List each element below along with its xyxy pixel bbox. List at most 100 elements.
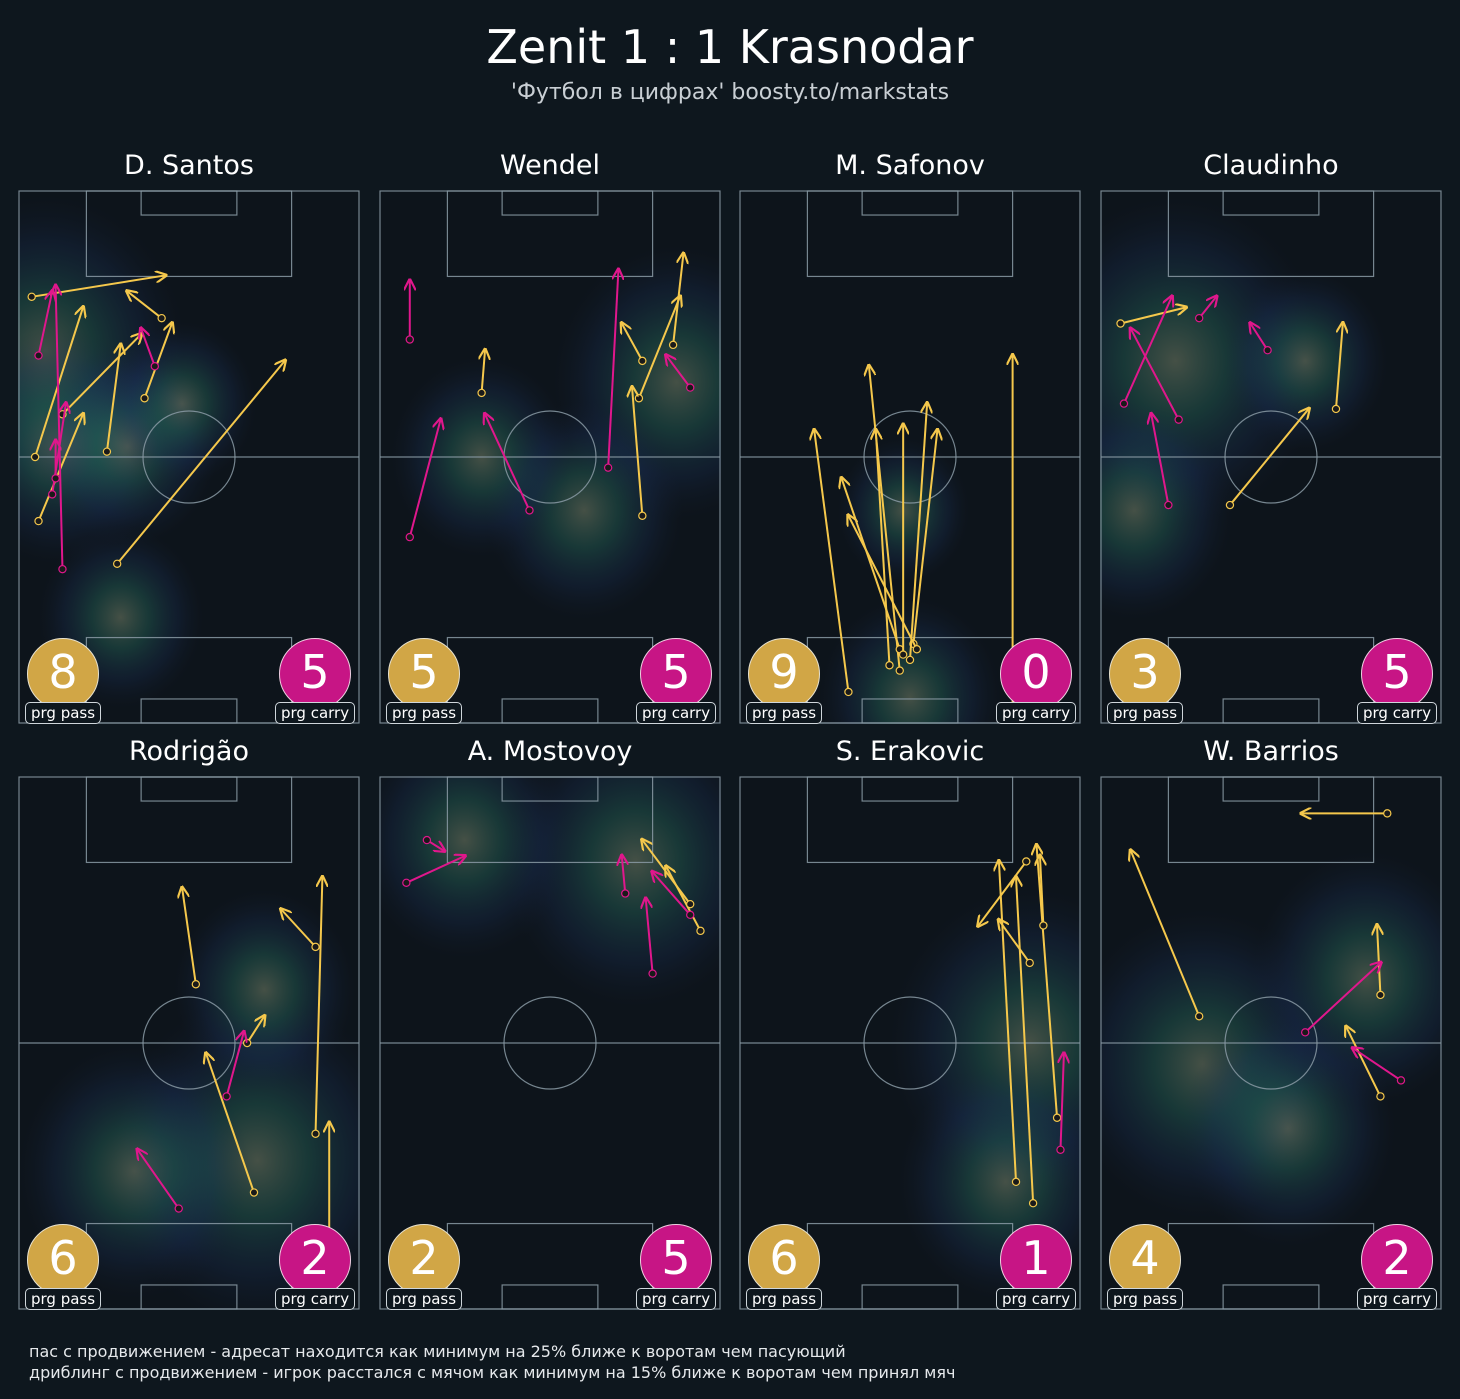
prg-pass-arrow: [1040, 856, 1048, 930]
prg-pass-arrow: [477, 350, 485, 398]
prg-pass-arrow: [1302, 810, 1392, 817]
prg-carry-arrow: [422, 835, 444, 850]
player-name: A. Mostovoy: [467, 736, 633, 767]
prg-pass-count-badge: 2: [388, 1224, 460, 1296]
prg-carry-arrow: [1151, 414, 1173, 510]
prg-carry-arrow: [603, 270, 619, 472]
player-name: Wendel: [499, 150, 601, 181]
prg-carry-label: prg carry: [1357, 1288, 1438, 1310]
prg-pass-arrow: [281, 910, 320, 952]
six-yard-box-bottom: [140, 698, 238, 724]
center-circle: [142, 410, 236, 504]
prg-pass-label: prg pass: [25, 702, 102, 724]
prg-pass-count-badge: 5: [388, 638, 460, 710]
prg-pass-arrow: [978, 857, 1031, 926]
prg-carry-arrow: [666, 356, 695, 392]
prg-carry-count-badge: 5: [640, 1224, 712, 1296]
player-name: Rodrigão: [128, 736, 249, 767]
prg-pass-arrow: [311, 877, 322, 1138]
density-blob: [173, 889, 355, 1090]
six-yard-box-top: [501, 190, 599, 216]
pitch-chart: [1100, 776, 1442, 1310]
prg-pass-count-badge: 8: [27, 638, 99, 710]
six-yard-box-top: [140, 776, 238, 802]
prg-carry-label: prg carry: [636, 1288, 717, 1310]
player-panel: M. Safonov 9 prg pass 0 prg carry: [739, 150, 1081, 724]
prg-pass-arrow: [666, 867, 705, 936]
prg-pass-arrow: [642, 840, 695, 909]
player-panel: W. Barrios 4 prg pass 2 prg carry: [1100, 736, 1442, 1310]
prg-carry-arrow: [406, 281, 413, 344]
prg-carry-label: prg carry: [996, 702, 1077, 724]
density-blob: [1223, 270, 1388, 452]
footnotes: пас с продвижением - адресат находится к…: [29, 1341, 955, 1383]
prg-pass-arrow: [668, 254, 684, 350]
prg-pass-arrow: [632, 388, 647, 520]
six-yard-box-bottom: [501, 698, 599, 724]
prg-carry-arrow: [1300, 963, 1381, 1037]
prg-carry-arrow: [402, 856, 465, 888]
prg-pass-label: prg pass: [25, 1288, 102, 1310]
prg-pass-count-badge: 9: [748, 638, 820, 710]
center-circle: [1224, 410, 1318, 504]
prg-pass-arrow: [814, 430, 853, 697]
player-name: M. Safonov: [835, 150, 985, 181]
prg-pass-count-badge: 6: [748, 1224, 820, 1296]
prg-carry-label: prg carry: [636, 702, 717, 724]
prg-pass-label: prg pass: [1107, 1288, 1184, 1310]
prg-pass-arrow: [1331, 324, 1342, 414]
six-yard-box-bottom: [140, 1284, 238, 1310]
player-name: Claudinho: [1203, 150, 1339, 181]
prg-carry-count-badge: 0: [1000, 638, 1072, 710]
player-panel: Wendel 5 prg pass 5 prg carry: [379, 150, 721, 724]
prg-carry-arrow: [1250, 324, 1272, 355]
prg-pass-arrow: [999, 920, 1034, 968]
center-circle: [142, 996, 236, 1090]
center-circle: [863, 410, 957, 504]
footnote-pass: пас с продвижением - адресат находится к…: [29, 1342, 846, 1361]
prg-carry-arrow: [1194, 297, 1217, 323]
prg-carry-arrow: [138, 1150, 183, 1213]
prg-pass-count-badge: 3: [1109, 638, 1181, 710]
prg-pass-count-badge: 6: [27, 1224, 99, 1296]
player-name: D. Santos: [124, 150, 254, 181]
center-circle: [1224, 996, 1318, 1090]
prg-pass-arrow: [622, 324, 647, 366]
player-panel: Claudinho 3 prg pass 5 prg carry: [1100, 150, 1442, 724]
prg-pass-arrow: [869, 366, 904, 675]
six-yard-box-bottom: [501, 1284, 599, 1310]
prg-carry-count-badge: 2: [279, 1224, 351, 1296]
player-name: W. Barrios: [1203, 736, 1339, 767]
prg-carry-arrow: [622, 856, 630, 898]
prg-pass-arrow: [900, 425, 907, 659]
prg-pass-count-badge: 4: [1109, 1224, 1181, 1296]
prg-pass-arrow: [140, 324, 172, 403]
six-yard-box-bottom: [861, 698, 959, 724]
prg-carry-count-badge: 5: [640, 638, 712, 710]
pitch-chart: [18, 190, 360, 724]
pitch-chart: [1100, 190, 1442, 724]
prg-pass-arrow: [876, 430, 894, 670]
prg-carry-label: prg carry: [1357, 702, 1438, 724]
prg-pass-arrow: [905, 404, 927, 665]
center-circle: [863, 996, 957, 1090]
density-blob: [1181, 1010, 1395, 1247]
six-yard-box-bottom: [1222, 698, 1320, 724]
pitch-chart: [739, 190, 1081, 724]
prg-carry-arrow: [56, 286, 67, 574]
prg-carry-label: prg carry: [996, 1288, 1077, 1310]
prg-pass-arrow: [112, 361, 285, 568]
prg-carry-arrow: [222, 1032, 244, 1101]
player-panel: D. Santos 8 prg pass 5 prg carry: [18, 150, 360, 724]
prg-pass-label: prg pass: [746, 1288, 823, 1310]
prg-carry-arrow: [1056, 1054, 1064, 1154]
prg-pass-arrow: [1346, 1027, 1385, 1101]
prg-carry-count-badge: 5: [1361, 638, 1433, 710]
player-panel: A. Mostovoy 2 prg pass 5 prg carry: [379, 736, 721, 1310]
six-yard-box-top: [861, 776, 959, 802]
prg-pass-arrow: [1016, 877, 1038, 1208]
prg-carry-arrow: [653, 872, 695, 920]
six-yard-box-top: [861, 190, 959, 216]
prg-pass-label: prg pass: [746, 702, 823, 724]
density-blob: [1100, 401, 1233, 620]
